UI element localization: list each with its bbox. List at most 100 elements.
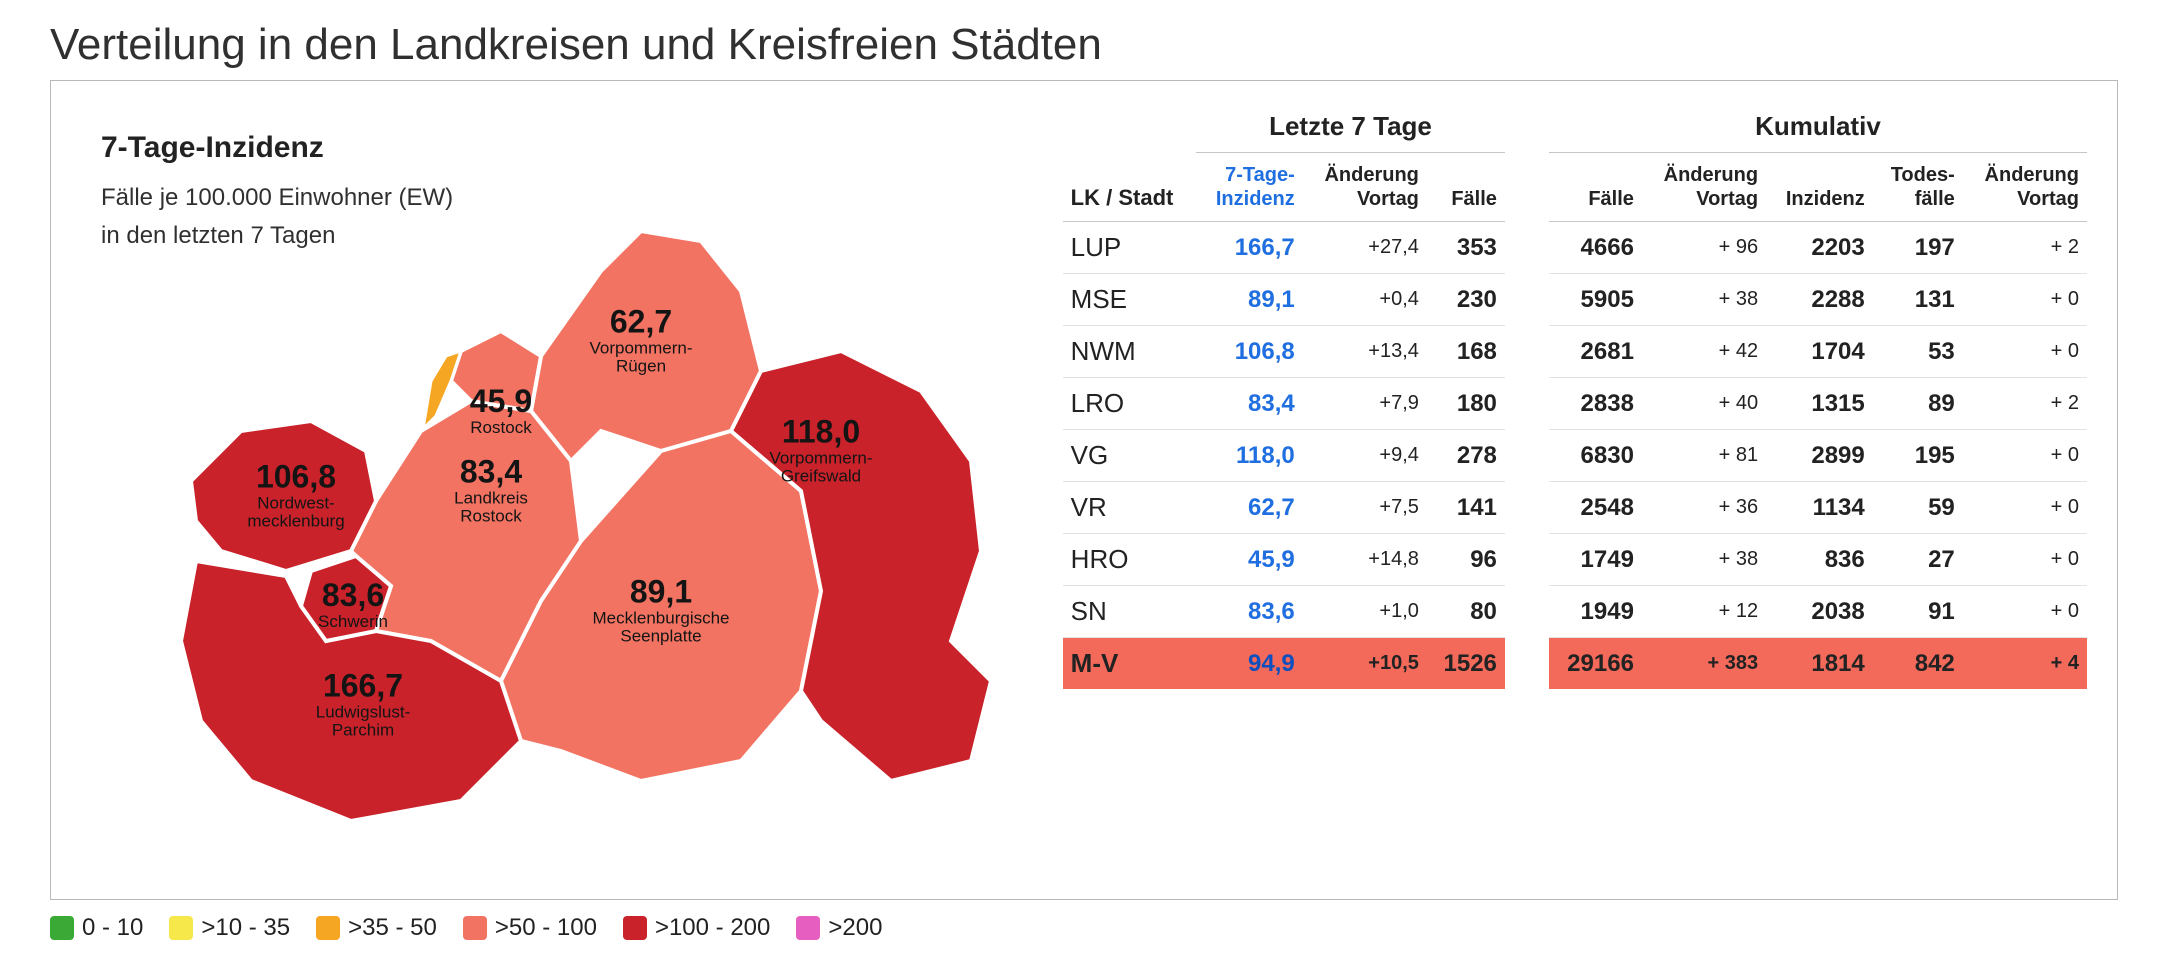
table-row: SN83,6+1,0801949+ 12203891+ 0 (1063, 586, 2087, 638)
table-column: Todes-fälle (1873, 153, 1963, 222)
table-cell: +7,9 (1303, 378, 1427, 430)
map-region-hro (451, 331, 541, 411)
table-cell: 89,1 (1196, 274, 1303, 326)
table-cell: + 38 (1642, 274, 1766, 326)
map-title: 7-Tage-Inzidenz (101, 131, 453, 165)
legend-item: >10 - 35 (169, 914, 290, 942)
table-cell: +9,4 (1303, 430, 1427, 482)
col-gap (1505, 101, 1549, 222)
legend-item: >200 (796, 914, 882, 942)
table-row: LRO83,4+7,91802838+ 40131589+ 2 (1063, 378, 2087, 430)
table-cell: 2548 (1549, 482, 1642, 534)
map-region-vr (531, 231, 761, 461)
table-cell: 2838 (1549, 378, 1642, 430)
legend-swatch (623, 916, 647, 940)
table-column: ÄnderungVortag (1303, 153, 1427, 222)
table-cell: 1949 (1549, 586, 1642, 638)
table-body: LUP166,7+27,43534666+ 962203197+ 2MSE89,… (1063, 222, 2087, 690)
table-cell: + 36 (1642, 482, 1766, 534)
legend-label: >10 - 35 (201, 914, 290, 942)
table-cell: 842 (1873, 638, 1963, 690)
legend-item: >35 - 50 (316, 914, 437, 942)
legend-label: >35 - 50 (348, 914, 437, 942)
table-cell: 106,8 (1196, 326, 1303, 378)
row-id: LUP (1063, 222, 1196, 274)
table-cell: + 0 (1963, 274, 2087, 326)
legend-swatch (169, 916, 193, 940)
table-column: Fälle (1549, 153, 1642, 222)
table-cell: 59 (1873, 482, 1963, 534)
table-cell: 353 (1427, 222, 1505, 274)
table-cell: 1526 (1427, 638, 1505, 690)
table-column: ÄnderungVortag (1642, 153, 1766, 222)
table-cell: +1,0 (1303, 586, 1427, 638)
table-cell: 6830 (1549, 430, 1642, 482)
table-cell (1505, 222, 1549, 274)
page-title: Verteilung in den Landkreisen und Kreisf… (50, 20, 2118, 70)
table-cell: 230 (1427, 274, 1505, 326)
table-cell (1505, 274, 1549, 326)
table-cell: 131 (1873, 274, 1963, 326)
map-region-nwm (191, 421, 376, 571)
row-id: MSE (1063, 274, 1196, 326)
table-cell: + 2 (1963, 222, 2087, 274)
col-region: LK / Stadt (1063, 101, 1196, 222)
table-cell: 1134 (1766, 482, 1873, 534)
table-cell: 2899 (1766, 430, 1873, 482)
row-id: HRO (1063, 534, 1196, 586)
table-cell: 5905 (1549, 274, 1642, 326)
table-row: NWM106,8+13,41682681+ 42170453+ 0 (1063, 326, 2087, 378)
table-cell: +10,5 (1303, 638, 1427, 690)
table-section: LK / Stadt Letzte 7 Tage Kumulativ 7-Tag… (1043, 81, 2117, 899)
table-cell (1505, 430, 1549, 482)
table-row: HRO45,9+14,8961749+ 3883627+ 0 (1063, 534, 2087, 586)
table-cell: + 4 (1963, 638, 2087, 690)
table-cell: + 38 (1642, 534, 1766, 586)
table-row: VG118,0+9,42786830+ 812899195+ 0 (1063, 430, 2087, 482)
map-subtitle-2: in den letzten 7 Tagen (101, 217, 453, 255)
table-cell: + 42 (1642, 326, 1766, 378)
table-cell: + 0 (1963, 586, 2087, 638)
table-cell (1505, 378, 1549, 430)
map-wrap: 7-Tage-Inzidenz Fälle je 100.000 Einwohn… (101, 121, 1023, 879)
table-cell: 96 (1427, 534, 1505, 586)
legend-label: >200 (828, 914, 882, 942)
table-cell: 141 (1427, 482, 1505, 534)
table-cell: 94,9 (1196, 638, 1303, 690)
table-cell: 83,6 (1196, 586, 1303, 638)
table-cell: 197 (1873, 222, 1963, 274)
incidence-table: LK / Stadt Letzte 7 Tage Kumulativ 7-Tag… (1063, 101, 2087, 689)
table-cell: 89 (1873, 378, 1963, 430)
row-id: LRO (1063, 378, 1196, 430)
table-cell: 168 (1427, 326, 1505, 378)
table-cell: 1814 (1766, 638, 1873, 690)
table-cell: + 0 (1963, 430, 2087, 482)
row-id: VR (1063, 482, 1196, 534)
table-cell: 118,0 (1196, 430, 1303, 482)
table-cell: + 0 (1963, 326, 2087, 378)
table-cell: 80 (1427, 586, 1505, 638)
table-cell: +7,5 (1303, 482, 1427, 534)
dashboard-page: Verteilung in den Landkreisen und Kreisf… (0, 0, 2168, 971)
legend-label: >100 - 200 (655, 914, 770, 942)
table-cell: 29166 (1549, 638, 1642, 690)
table-row: MSE89,1+0,42305905+ 382288131+ 0 (1063, 274, 2087, 326)
legend-swatch (50, 916, 74, 940)
table-cell: 180 (1427, 378, 1505, 430)
table-column: Fälle (1427, 153, 1505, 222)
table-total-row: M-V94,9+10,5152629166+ 3831814842+ 4 (1063, 638, 2087, 690)
table-cell: 27 (1873, 534, 1963, 586)
table-cell: 278 (1427, 430, 1505, 482)
legend-swatch (796, 916, 820, 940)
table-cell: 166,7 (1196, 222, 1303, 274)
table-cell (1505, 586, 1549, 638)
table-cell: 2203 (1766, 222, 1873, 274)
legend-label: >50 - 100 (495, 914, 597, 942)
table-cell: +27,4 (1303, 222, 1427, 274)
table-cell: 1315 (1766, 378, 1873, 430)
col-group-7d: Letzte 7 Tage (1196, 101, 1505, 153)
table-column: ÄnderungVortag (1963, 153, 2087, 222)
table-header-cols: 7-Tage-InzidenzÄnderungVortagFälleFälleÄ… (1063, 153, 2087, 222)
table-cell: 45,9 (1196, 534, 1303, 586)
table-cell: + 12 (1642, 586, 1766, 638)
